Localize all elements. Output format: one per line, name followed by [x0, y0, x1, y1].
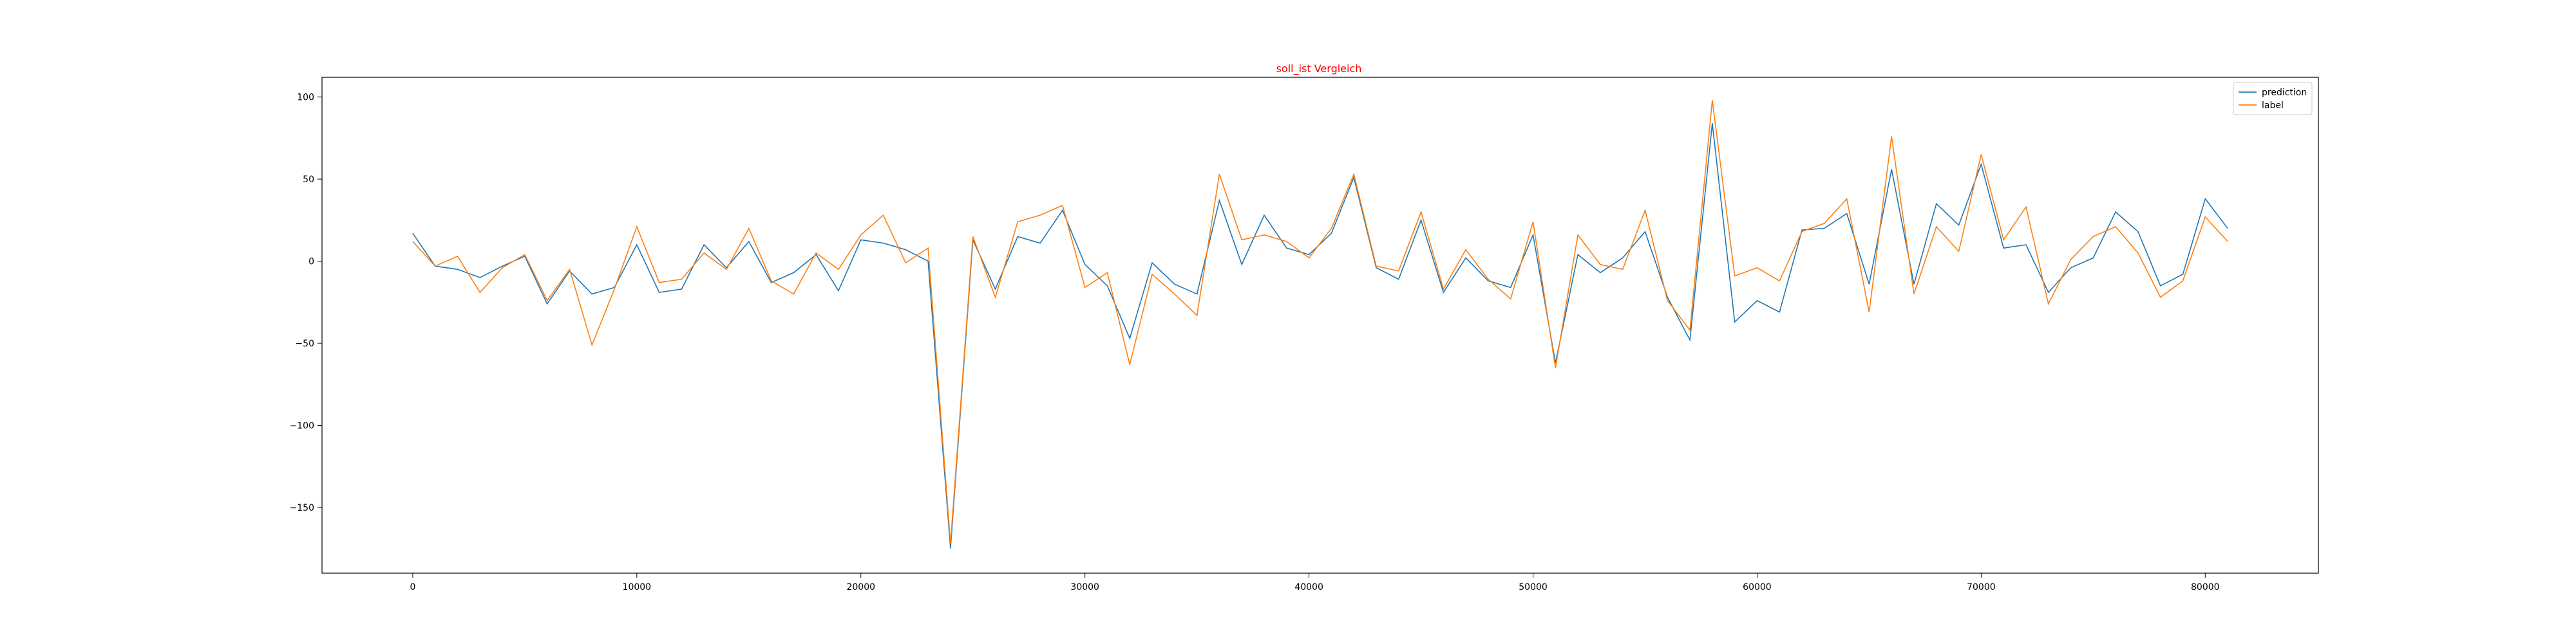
x-tick-label: 70000: [1967, 582, 1996, 592]
x-tick-label: 50000: [1519, 582, 1548, 592]
y-tick-label: 100: [297, 93, 314, 103]
y-tick-label: 50: [303, 175, 314, 185]
y-tick-label: −100: [290, 421, 314, 431]
x-tick-label: 40000: [1294, 582, 1323, 592]
y-tick-label: 0: [308, 257, 314, 267]
x-tick-label: 80000: [2191, 582, 2220, 592]
x-tick-label: 20000: [846, 582, 875, 592]
legend-label-label: label: [2262, 100, 2284, 111]
y-tick-label: −150: [290, 503, 314, 513]
chart-title: soll_ist Vergleich: [1276, 62, 1362, 75]
legend: prediction label: [2233, 82, 2312, 115]
x-tick-label: 10000: [623, 582, 652, 592]
y-tick-label: −50: [295, 339, 314, 349]
x-tick-label: 0: [410, 582, 415, 592]
x-tick-label: 30000: [1070, 582, 1099, 592]
legend-label-prediction: prediction: [2262, 88, 2307, 98]
x-tick-label: 60000: [1743, 582, 1772, 592]
